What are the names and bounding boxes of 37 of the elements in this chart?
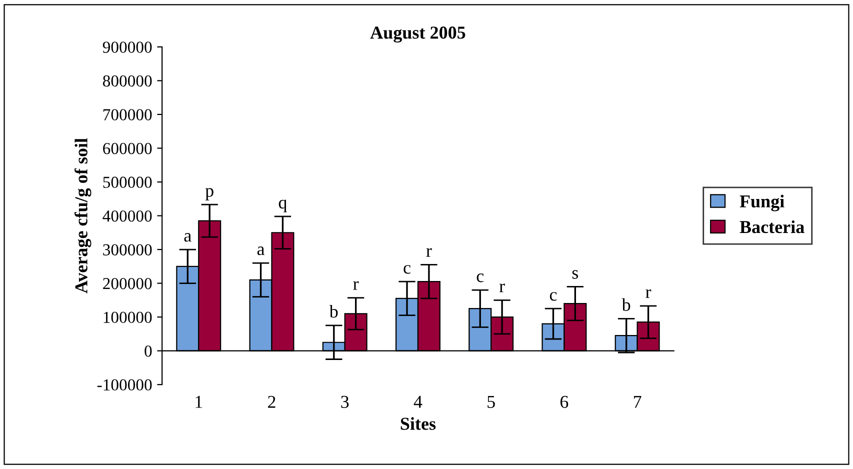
y-tick-label: 900000 <box>102 42 152 53</box>
chart-title: August 2005 <box>370 26 466 43</box>
annotation: a <box>257 246 265 256</box>
annotation: c <box>404 265 410 274</box>
annotation: c <box>550 292 557 301</box>
annotation: r <box>646 289 652 298</box>
y-tick-label: 600000 <box>103 142 152 154</box>
annotation: b <box>622 298 630 311</box>
x-tick-label: 6 <box>560 396 568 408</box>
y-tick-label: 500000 <box>103 176 152 188</box>
x-tick-label: 5 <box>488 396 495 408</box>
annotation: r <box>499 284 505 292</box>
y-tick-label: 700000 <box>103 109 152 120</box>
annotation: r <box>353 281 359 290</box>
y-tick-label: 100000 <box>104 312 152 323</box>
x-tick-label: 2 <box>268 396 276 408</box>
x-tick-label: 3 <box>341 396 349 408</box>
y-axis-title: Average cfu/g of soil <box>74 138 92 294</box>
y-tick-label: -100000 <box>97 379 152 391</box>
annotation: c <box>476 274 484 282</box>
y-tick-label: 300000 <box>103 244 152 256</box>
annotation: p <box>205 188 214 200</box>
legend-label: Bacteria <box>740 220 804 234</box>
x-axis-title: Sites <box>400 417 436 430</box>
y-tick-label: 0 <box>144 346 152 357</box>
x-tick-label: 7 <box>634 396 642 408</box>
annotation: q <box>278 200 287 212</box>
annotation: a <box>184 233 192 242</box>
x-tick-label: 1 <box>196 396 202 408</box>
x-tick-label: 4 <box>414 396 422 408</box>
legend-label: Fungi <box>740 194 784 212</box>
annotation: r <box>426 248 432 257</box>
y-tick-label: 400000 <box>102 210 152 222</box>
y-tick-label: 200000 <box>103 278 152 290</box>
annotation: b <box>329 304 338 318</box>
annotation: s <box>572 270 578 279</box>
y-tick-label: 800000 <box>102 75 152 87</box>
